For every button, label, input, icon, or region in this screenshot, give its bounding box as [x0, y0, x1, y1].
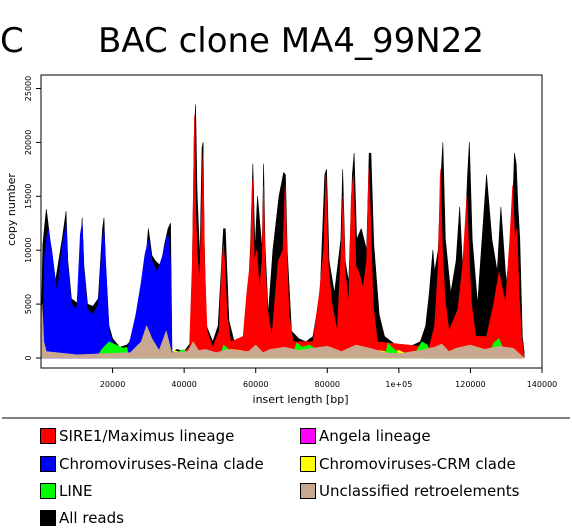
x-tick-label: 80000	[315, 380, 340, 389]
legend-item-all-reads: All reads	[40, 510, 124, 526]
y-tick-label: 5000	[24, 294, 33, 314]
panel-letter: C	[0, 21, 24, 61]
legend-label: Chromoviruses-CRM clade	[319, 454, 516, 473]
x-axis-title: insert length [bp]	[253, 393, 349, 406]
y-axis-title: copy number	[5, 173, 18, 246]
y-tick-label: 20000	[24, 130, 33, 155]
legend-label: Chromoviruses-Reina clade	[59, 454, 264, 473]
chart-title: BAC clone MA4_99N22	[98, 21, 484, 61]
legend-swatch	[40, 510, 56, 526]
legend-item-chromoviruses-crm-clade: Chromoviruses-CRM clade	[300, 456, 516, 472]
series-area-sire1-maximus-lineage	[176, 115, 525, 359]
legend-swatch	[300, 456, 316, 472]
legend-swatch	[300, 483, 316, 499]
series-layer	[40, 104, 525, 359]
legend-label: Angela lineage	[319, 426, 431, 445]
y-tick-label: 15000	[24, 184, 33, 209]
legend-swatch	[40, 483, 56, 499]
legend-label: Unclassified retroelements	[319, 481, 520, 500]
y-tick-label: 0	[24, 355, 33, 360]
x-tick-label: 1e+05	[385, 380, 412, 389]
axes-layer: 20000 40000 60000 80000 1e+05 120000 140000 0 50…	[5, 74, 558, 406]
x-tick-label: 40000	[171, 380, 196, 389]
x-tick-label: 140000	[527, 380, 558, 389]
series-area-unclassified-retroelements	[40, 303, 525, 359]
legend-label: All reads	[59, 508, 124, 527]
x-tick-label: 20000	[100, 380, 125, 389]
x-tick-label: 60000	[243, 380, 268, 389]
legend-item-unclassified-retroelements: Unclassified retroelements	[300, 483, 520, 499]
y-tick-label: 10000	[24, 237, 33, 262]
legend-item-sire1-maximus-lineage: SIRE1/Maximus lineage	[40, 428, 234, 444]
y-tick-label: 25000	[24, 76, 33, 101]
legend-swatch	[300, 428, 316, 444]
legend-label: LINE	[59, 481, 93, 500]
x-tick-label: 120000	[455, 380, 486, 389]
legend-label: SIRE1/Maximus lineage	[59, 426, 235, 445]
plot-frame	[40, 74, 543, 369]
legend-item-line: LINE	[40, 483, 92, 499]
legend-swatch	[40, 456, 56, 472]
legend-item-chromoviruses-reina-clade: Chromoviruses-Reina clade	[40, 456, 264, 472]
legend-swatch	[40, 428, 56, 444]
series-area-chromoviruses-reina-clade	[42, 222, 173, 359]
legend-item-angela-lineage: Angela lineage	[300, 428, 431, 444]
